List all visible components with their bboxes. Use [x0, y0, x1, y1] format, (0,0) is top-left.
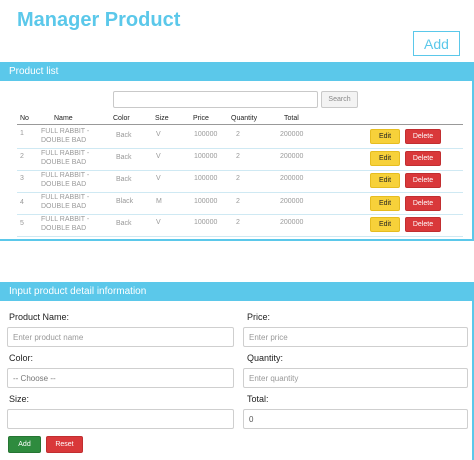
row-size: V	[156, 131, 161, 138]
row-color: Back	[116, 176, 132, 183]
delete-button[interactable]: Delete	[405, 129, 441, 144]
edit-button[interactable]: Edit	[370, 129, 400, 144]
row-no: 1	[20, 130, 24, 137]
color-label: Color:	[9, 353, 34, 363]
total-label: Total:	[247, 394, 269, 404]
row-total: 200000	[280, 175, 304, 182]
product-detail-header: Input product detail information	[0, 282, 472, 301]
table-row: 2 FULL RABBIT - DOUBLE BAD Back V 100000…	[17, 149, 463, 171]
table-row: 5 FULL RABBIT - DOUBLE BAD Back V 100000…	[17, 215, 463, 237]
row-no: 5	[20, 220, 24, 227]
row-name-line1: FULL RABBIT -	[41, 128, 90, 135]
row-name-line1: FULL RABBIT -	[41, 172, 90, 179]
edit-button[interactable]: Edit	[370, 173, 400, 188]
size-input[interactable]	[7, 409, 234, 429]
row-name-line2: DOUBLE BAD	[41, 225, 87, 232]
price-label: Price:	[247, 312, 271, 322]
price-input[interactable]: Enter price	[243, 327, 468, 347]
edit-button[interactable]: Edit	[370, 151, 400, 166]
table-row: 3 FULL RABBIT - DOUBLE BAD Back V 100000…	[17, 171, 463, 193]
row-total: 200000	[280, 153, 304, 160]
row-size: V	[156, 153, 161, 160]
table-row: 1 FULL RABBIT - DOUBLE BAD Back V 100000…	[17, 127, 463, 149]
row-price: 100000	[194, 131, 218, 138]
row-name-line2: DOUBLE BAD	[41, 181, 87, 188]
delete-button[interactable]: Delete	[405, 151, 441, 166]
row-quantity: 2	[236, 175, 240, 182]
row-total: 200000	[280, 219, 304, 226]
row-name-line2: DOUBLE BAD	[41, 137, 87, 144]
delete-button[interactable]: Delete	[405, 173, 441, 188]
size-label: Size:	[9, 394, 30, 404]
row-color: Back	[116, 220, 132, 227]
column-header-color: Color	[113, 115, 130, 122]
row-price: 100000	[194, 175, 218, 182]
row-quantity: 2	[236, 198, 240, 205]
row-color: Black	[116, 198, 134, 205]
row-name-line1: FULL RABBIT -	[41, 194, 90, 201]
quantity-label: Quantity:	[247, 353, 284, 363]
row-size: V	[156, 219, 161, 226]
product-list-panel: Product list	[0, 62, 474, 241]
form-add-button[interactable]: Add	[8, 436, 41, 453]
search-input[interactable]	[113, 91, 318, 108]
quantity-input[interactable]: Enter quantity	[243, 368, 468, 388]
row-name-line2: DOUBLE BAD	[41, 203, 87, 210]
product-list-header: Product list	[0, 62, 472, 81]
total-input[interactable]: 0	[243, 409, 468, 429]
column-header-total: Total	[284, 115, 299, 122]
row-name-line1: FULL RABBIT -	[41, 150, 90, 157]
row-name-line2: DOUBLE BAD	[41, 159, 87, 166]
table-row: 4 FULL RABBIT - DOUBLE BAD Black M 10000…	[17, 193, 463, 215]
row-price: 100000	[194, 198, 218, 205]
row-no: 4	[20, 199, 24, 206]
row-quantity: 2	[236, 131, 240, 138]
form-reset-button[interactable]: Reset	[46, 436, 83, 453]
column-header-no: No	[20, 115, 29, 122]
delete-button[interactable]: Delete	[405, 196, 441, 211]
row-size: V	[156, 175, 161, 182]
add-product-button[interactable]: Add	[413, 31, 460, 56]
edit-button[interactable]: Edit	[370, 196, 400, 211]
table-header-divider	[17, 124, 463, 125]
row-price: 100000	[194, 219, 218, 226]
product-name-input[interactable]: Enter product name	[7, 327, 234, 347]
page-title: Manager Product	[17, 9, 181, 31]
row-quantity: 2	[236, 219, 240, 226]
column-header-price: Price	[193, 115, 209, 122]
search-button[interactable]: Search	[321, 91, 358, 108]
row-total: 200000	[280, 131, 304, 138]
row-total: 200000	[280, 198, 304, 205]
color-select[interactable]: -- Choose --	[7, 368, 234, 388]
row-no: 3	[20, 175, 24, 182]
product-detail-panel: Input product detail information	[0, 282, 474, 460]
row-color: Back	[116, 132, 132, 139]
product-name-label: Product Name:	[9, 312, 70, 322]
column-header-size: Size	[155, 115, 169, 122]
edit-button[interactable]: Edit	[370, 217, 400, 232]
row-color: Back	[116, 154, 132, 161]
row-name-line1: FULL RABBIT -	[41, 216, 90, 223]
column-header-quantity: Quantity	[231, 115, 258, 122]
row-quantity: 2	[236, 153, 240, 160]
delete-button[interactable]: Delete	[405, 217, 441, 232]
row-no: 2	[20, 153, 24, 160]
row-price: 100000	[194, 153, 218, 160]
column-header-name: Name	[54, 115, 73, 122]
row-size: M	[156, 198, 162, 205]
